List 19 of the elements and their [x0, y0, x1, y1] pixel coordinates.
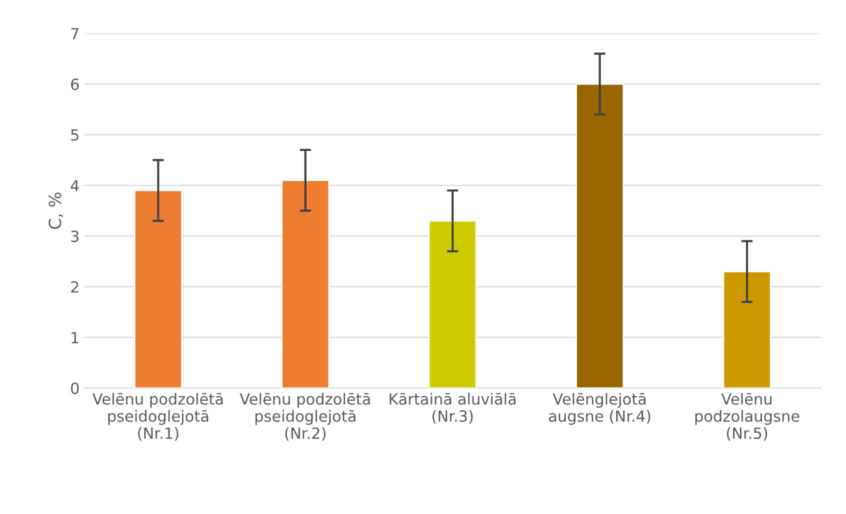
x-tick-label: Kārtainā aluviālā (Nr.3) — [390, 392, 516, 424]
x-tick-label: Velēnu podzolētā pseidoglejotā (Nr.1) — [92, 392, 223, 441]
x-tick-label: Velēnu podzolētā pseidoglejotā (Nr.2) — [240, 392, 370, 441]
y-tick-label: 3 — [71, 230, 79, 242]
x-tick-label: Velēnglejotā augsne (Nr.4) — [549, 392, 650, 425]
bar — [428, 220, 477, 388]
y-axis-title: C, % — [48, 192, 63, 229]
bar — [722, 270, 772, 388]
y-tick-label: 6 — [71, 78, 79, 90]
bar — [281, 180, 330, 388]
y-tick-label: 4 — [70, 180, 79, 192]
bar — [576, 83, 624, 388]
bar — [134, 190, 182, 388]
y-tick-label: 5 — [71, 129, 78, 141]
y-tick-label: 1 — [72, 332, 78, 344]
y-tick-label: 0 — [71, 382, 79, 394]
y-tick-label: 2 — [71, 281, 78, 293]
x-tick-label: Velēnu podzolaugsne (Nr.5) — [695, 392, 800, 441]
y-tick-label: 7 — [71, 28, 78, 40]
